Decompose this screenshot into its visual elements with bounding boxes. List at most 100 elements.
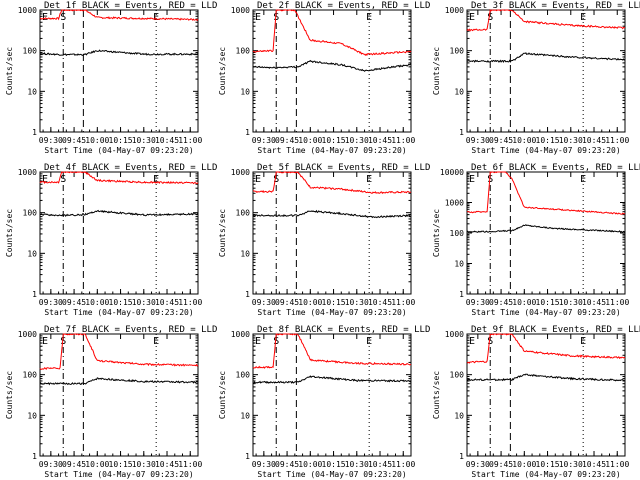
x-tick-label: 11:00 (391, 460, 415, 469)
x-axis-label: Start Time (04-May-07 09:23:20) (44, 146, 193, 155)
y-tick-label: 100 (236, 209, 251, 218)
marker-label: E (255, 12, 261, 23)
x-tick-label: 09:45 (62, 136, 86, 145)
x-tick-label: 10:45 (368, 136, 392, 145)
marker-label: E (469, 336, 475, 347)
y-axis-label: Counts/sec (218, 371, 227, 419)
x-axis-label: Start Time (04-May-07 09:23:20) (471, 146, 620, 155)
x-tick-label: 09:30 (39, 298, 63, 307)
marker-label: E (580, 12, 586, 23)
x-tick-label: 10:00 (298, 136, 322, 145)
x-tick-label: 09:30 (252, 460, 276, 469)
y-tick-label: 1 (459, 128, 464, 137)
y-axis-label: Counts/sec (5, 47, 14, 95)
x-tick-label: 10:45 (155, 136, 179, 145)
y-axis-label: Counts/sec (5, 371, 14, 419)
y-tick-label: 1 (459, 452, 464, 461)
x-axis-label: Start Time (04-May-07 09:23:20) (471, 308, 620, 317)
y-axis-label: Counts/sec (5, 209, 14, 257)
y-tick-label: 1000 (18, 6, 37, 15)
x-tick-label: 10:00 (85, 460, 109, 469)
x-tick-label: 10:15 (322, 460, 346, 469)
series-events-line (39, 377, 199, 386)
plot-panel-5: Det 5f BLACK = Events, RED = LLD 1 10 100 10… (218, 163, 430, 317)
plot-panel-7: Det 7f BLACK = Events, RED = LLD 1 10 100 10… (5, 325, 217, 479)
x-tick-label: 10:15 (109, 136, 133, 145)
x-tick-label: 09:45 (489, 298, 513, 307)
y-axis-label: Counts/sec (218, 209, 227, 257)
x-tick-label: 10:30 (132, 298, 156, 307)
y-tick-label: 10 (454, 87, 464, 96)
marker-label: E (366, 12, 372, 23)
y-tick-label: 1 (245, 290, 250, 299)
plot-panel-6: Det 6f BLACK = Events, RED = LLD 1 10 100 10… (432, 163, 640, 317)
x-tick-label: 09:30 (252, 136, 276, 145)
x-tick-label: 10:45 (368, 460, 392, 469)
marker-label: E (42, 174, 48, 185)
x-tick-label: 10:30 (345, 298, 369, 307)
marker-label: S (487, 336, 493, 347)
y-tick-label: 100 (450, 47, 465, 56)
y-tick-label: 100 (236, 371, 251, 380)
x-tick-label: 10:45 (582, 460, 606, 469)
marker-label: E (42, 336, 48, 347)
x-tick-label: 09:30 (39, 136, 63, 145)
plot-frame (466, 333, 626, 457)
plot-title: Det 9f BLACK = Events, RED = LLD (471, 325, 640, 335)
x-tick-label: 10:15 (322, 298, 346, 307)
x-tick-label: 11:00 (605, 460, 629, 469)
y-tick-label: 10 (240, 87, 250, 96)
x-tick-label: 10:15 (536, 136, 560, 145)
series-events-line (252, 375, 412, 384)
series-lld-line (252, 9, 412, 57)
y-tick-label: 1 (32, 290, 37, 299)
x-tick-label: 10:00 (512, 298, 536, 307)
marker-label: E (255, 336, 261, 347)
x-tick-label: 11:00 (178, 136, 202, 145)
x-tick-label: 10:00 (512, 460, 536, 469)
x-tick-label: 09:30 (252, 298, 276, 307)
x-tick-label: 11:00 (605, 136, 629, 145)
x-axis-label: Start Time (04-May-07 09:23:20) (44, 308, 193, 317)
y-tick-label: 1000 (18, 330, 37, 339)
y-tick-label: 1 (32, 452, 37, 461)
series-lld-line (39, 171, 199, 185)
y-tick-label: 1000 (445, 6, 464, 15)
series-events-line (466, 224, 626, 233)
plot-panel-9: Det 9f BLACK = Events, RED = LLD 1 10 100 10… (432, 325, 640, 479)
x-tick-label: 09:45 (62, 460, 86, 469)
y-tick-label: 10 (240, 411, 250, 420)
y-tick-label: 10 (27, 87, 37, 96)
plot-frame (39, 333, 199, 457)
x-axis-label: Start Time (04-May-07 09:23:20) (257, 308, 406, 317)
x-tick-label: 10:30 (559, 136, 583, 145)
y-tick-label: 1000 (231, 6, 250, 15)
plot-frame (252, 9, 412, 133)
marker-label: E (469, 174, 475, 185)
x-tick-label: 09:30 (466, 136, 490, 145)
series-lld-line (466, 171, 626, 215)
y-tick-label: 100 (450, 229, 465, 238)
x-tick-label: 09:45 (275, 460, 299, 469)
y-tick-label: 100 (23, 47, 38, 56)
x-tick-label: 10:30 (132, 136, 156, 145)
x-tick-label: 11:00 (391, 136, 415, 145)
y-tick-label: 100 (23, 371, 38, 380)
x-axis-label: Start Time (04-May-07 09:23:20) (257, 470, 406, 479)
series-lld-line (466, 8, 626, 32)
x-tick-label: 10:00 (85, 298, 109, 307)
series-events-line (252, 59, 412, 72)
plot-frame (252, 171, 412, 295)
marker-label: S (487, 174, 493, 185)
x-tick-label: 09:45 (489, 460, 513, 469)
x-axis-label: Start Time (04-May-07 09:23:20) (44, 470, 193, 479)
y-tick-label: 10000 (440, 168, 464, 177)
y-tick-label: 1 (32, 128, 37, 137)
x-tick-label: 10:45 (155, 460, 179, 469)
marker-label: E (153, 174, 159, 185)
x-axis-label: Start Time (04-May-07 09:23:20) (257, 146, 406, 155)
plot-panel-2: Det 2f BLACK = Events, RED = LLD 1 10 100 10… (218, 1, 430, 155)
x-tick-label: 10:30 (559, 460, 583, 469)
plot-frame (252, 333, 412, 457)
